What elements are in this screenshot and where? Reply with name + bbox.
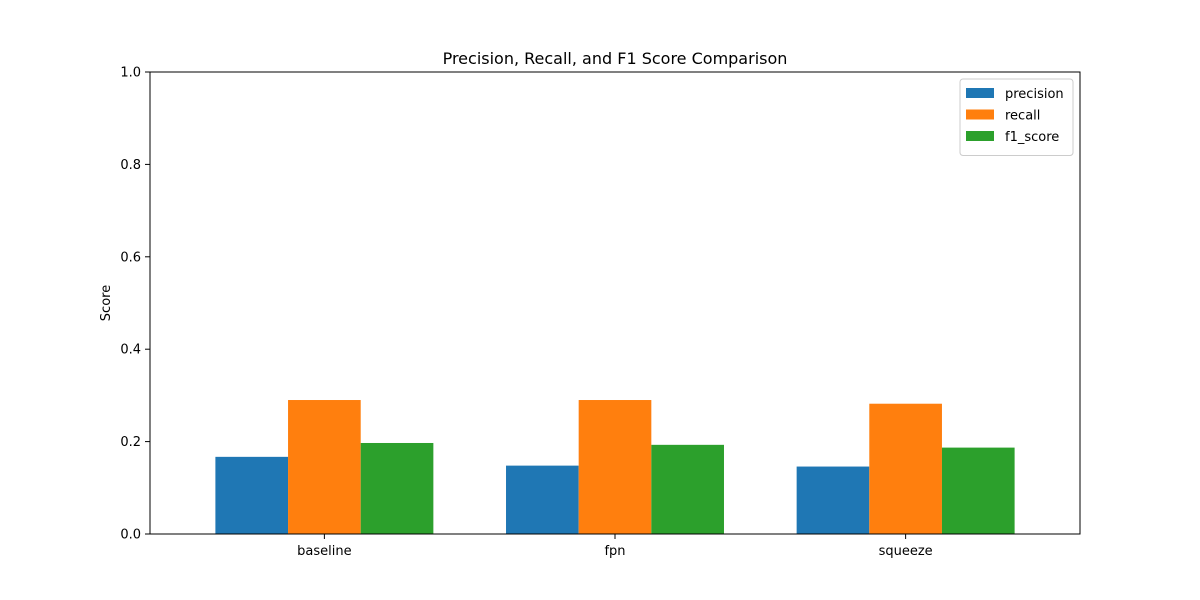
- y-tick-label: 0.0: [120, 528, 141, 543]
- bar-f1_score-squeeze: [941, 447, 1015, 534]
- bar-f1_score-baseline: [360, 442, 434, 534]
- chart-title: Precision, Recall, and F1 Score Comparis…: [443, 49, 788, 68]
- y-axis: 0.0 0.2 0.4 0.6 0.8 1.0: [120, 66, 150, 543]
- y-tick-label: 0.8: [120, 158, 141, 173]
- y-tick-label: 0.4: [120, 343, 141, 358]
- legend-label-f1_score: f1_score: [1005, 130, 1059, 145]
- bar-f1_score-fpn: [651, 444, 724, 534]
- x-axis: baseline fpn squeeze: [297, 534, 933, 559]
- bar-precision-baseline: [215, 456, 289, 534]
- bar-recall-fpn: [578, 400, 652, 534]
- x-tick-label: squeeze: [879, 544, 933, 559]
- x-tick-label: baseline: [297, 544, 351, 559]
- x-tick-label: fpn: [604, 544, 625, 559]
- bar-precision-squeeze: [796, 466, 870, 534]
- legend: precision recall f1_score: [959, 78, 1074, 156]
- legend-swatch-f1_score: [966, 131, 994, 141]
- y-tick-label: 0.6: [120, 250, 141, 265]
- legend-label-precision: precision: [1005, 87, 1064, 102]
- bars-group: [215, 400, 1015, 534]
- y-tick-label: 0.2: [120, 435, 141, 450]
- legend-swatch-precision: [966, 88, 994, 98]
- y-tick-label: 1.0: [120, 66, 141, 81]
- y-axis-label: Score: [99, 285, 114, 321]
- legend-label-recall: recall: [1005, 109, 1040, 124]
- bar-recall-squeeze: [869, 403, 942, 534]
- bar-recall-baseline: [288, 400, 361, 534]
- legend-swatch-recall: [966, 109, 994, 120]
- bar-precision-fpn: [506, 465, 579, 534]
